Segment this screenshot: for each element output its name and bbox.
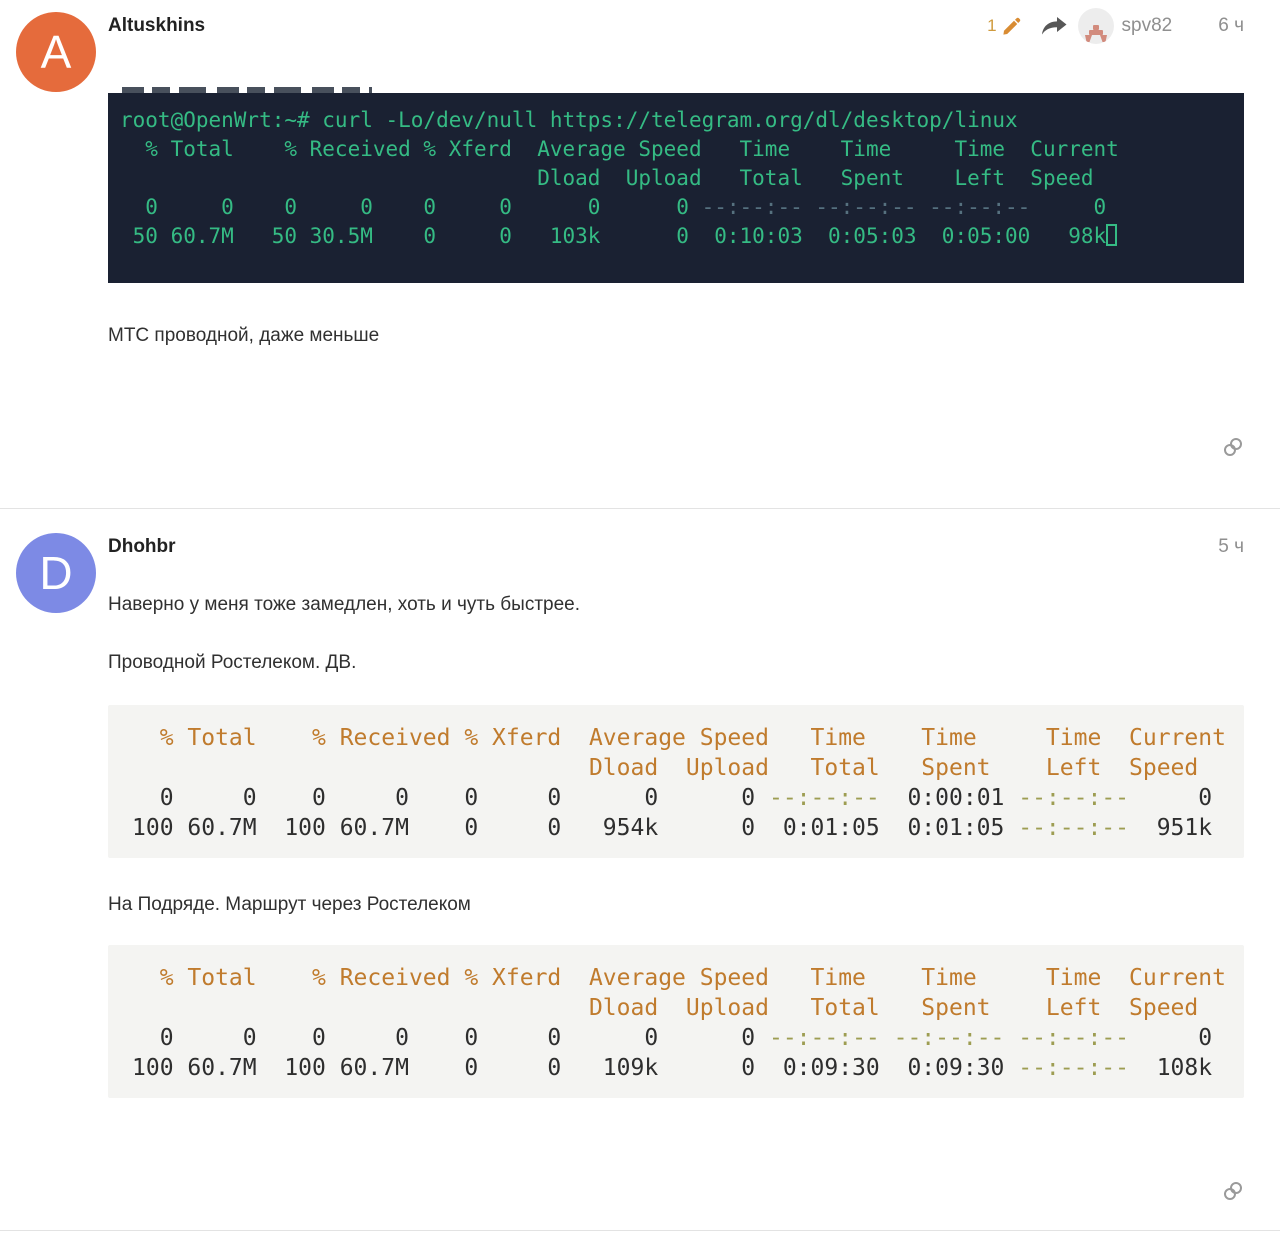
permalink-row bbox=[108, 436, 1244, 458]
forum-post: D Dhohbr 5 ч Наверно у меня тоже замедле… bbox=[0, 509, 1280, 1230]
avatar-letter: D bbox=[39, 547, 73, 599]
user-avatar[interactable]: D bbox=[16, 533, 96, 613]
post-time[interactable]: 6 ч bbox=[1218, 15, 1244, 36]
forum-post: A Altuskhins 1 bbox=[0, 0, 1280, 508]
post-body-text: На Подряде. Маршрут через Ростелеком bbox=[108, 894, 471, 915]
permalink-chain-icon[interactable] bbox=[1222, 1180, 1244, 1202]
post-header: Dhohbr 5 ч bbox=[108, 533, 1244, 561]
author-name[interactable]: Altuskhins bbox=[108, 15, 206, 36]
post-body-text: Проводной Ростелеком. ДВ. bbox=[108, 652, 357, 673]
post-divider bbox=[0, 508, 1280, 509]
curl-output-code-block: % Total % Received % Xferd Average Speed… bbox=[108, 945, 1244, 1098]
quoted-user-name[interactable]: spv82 bbox=[1121, 15, 1173, 36]
post-body-text: Наверно у меня тоже замедлен, хоть и чут… bbox=[108, 594, 580, 615]
terminal-code-block: root@OpenWrt:~# curl -Lo/dev/null https:… bbox=[108, 93, 1244, 283]
permalink-row bbox=[108, 1180, 1244, 1202]
avatar-letter: A bbox=[40, 26, 72, 78]
clipped-text-artifact bbox=[122, 87, 372, 93]
permalink-chain-icon[interactable] bbox=[1222, 436, 1244, 458]
quoted-avatar-figure bbox=[1084, 25, 1107, 42]
user-avatar[interactable]: A bbox=[16, 12, 96, 92]
post-header: Altuskhins 1 bbox=[108, 8, 1244, 44]
post-time[interactable]: 5 ч bbox=[1218, 536, 1244, 557]
curl-output-code-block: % Total % Received % Xferd Average Speed… bbox=[108, 705, 1244, 858]
edit-count: 1 bbox=[987, 16, 997, 35]
post-divider bbox=[0, 1230, 1280, 1231]
edit-pencil-icon[interactable] bbox=[1001, 16, 1022, 37]
post-body-text: МТС проводной, даже меньше bbox=[108, 325, 380, 346]
reply-arrow-icon[interactable] bbox=[1040, 14, 1068, 38]
quoted-user-avatar[interactable] bbox=[1077, 8, 1114, 44]
author-name[interactable]: Dhohbr bbox=[108, 536, 176, 557]
post-meta: 1 bbox=[987, 8, 1244, 44]
